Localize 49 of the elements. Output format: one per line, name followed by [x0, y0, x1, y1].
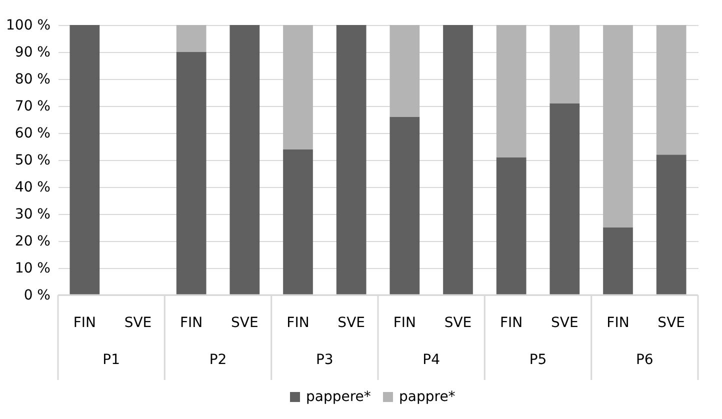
bar: [390, 25, 420, 117]
bar: [70, 25, 100, 295]
bar: [176, 52, 206, 295]
y-tick-label: 100 %: [6, 18, 50, 34]
y-tick-label: 10 %: [14, 260, 50, 276]
y-tick-label: 80 %: [14, 72, 50, 88]
bar: [176, 25, 206, 52]
bar: [656, 25, 686, 155]
x-tick-label: SVE: [231, 315, 258, 331]
x-tick-label: FIN: [73, 315, 96, 331]
bar: [283, 25, 313, 150]
y-tick-label: 70 %: [14, 98, 50, 114]
bar: [443, 25, 473, 295]
text: P1: [102, 352, 120, 368]
y-tick-label: 20 %: [14, 234, 50, 250]
y-tick-label: 40 %: [14, 180, 50, 196]
bar: [230, 25, 260, 295]
x-tick-label: SVE: [658, 315, 685, 331]
x-tick-label: FIN: [606, 315, 630, 331]
text: P3: [316, 352, 334, 368]
x-tick-label: SVE: [338, 315, 365, 331]
text: P4: [422, 352, 440, 368]
y-tick-label: 0 %: [24, 288, 50, 304]
x-tick-label: FIN: [286, 315, 310, 331]
x-tick-label: FIN: [500, 315, 523, 331]
bar: [603, 228, 633, 295]
bar: [550, 25, 580, 104]
bar: [336, 25, 366, 295]
text: P5: [529, 352, 547, 368]
text: P6: [636, 352, 654, 368]
x-tick-label: FIN: [180, 315, 203, 331]
y-tick-label: 50 %: [14, 152, 50, 168]
bar: [550, 103, 580, 295]
text: P2: [209, 352, 227, 368]
bar: [496, 157, 526, 295]
x-tick-label: SVE: [551, 315, 578, 331]
legend-label: pappre*: [399, 389, 456, 405]
x-tick-label: SVE: [124, 315, 152, 331]
y-tick-label: 90 %: [14, 44, 50, 60]
y-tick-label: 30 %: [14, 206, 50, 222]
bar: [390, 116, 420, 295]
legend-label: pappere*: [306, 389, 371, 405]
bar: [656, 154, 686, 295]
x-tick-label: SVE: [444, 315, 472, 331]
x-tick-label: FIN: [393, 315, 416, 331]
bar: [603, 25, 633, 228]
bar: [496, 25, 526, 158]
y-tick-label: 60 %: [14, 126, 50, 142]
bar: [283, 149, 313, 295]
